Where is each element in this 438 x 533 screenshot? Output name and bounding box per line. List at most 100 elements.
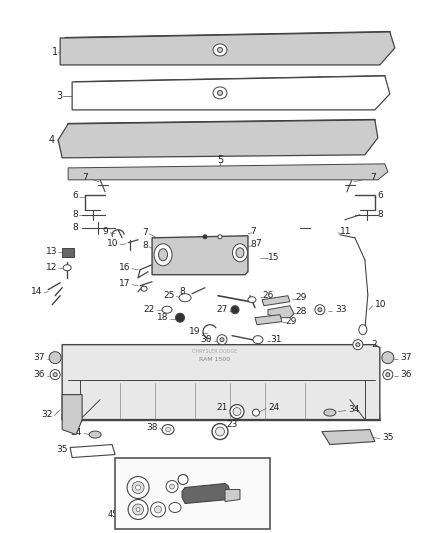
- Ellipse shape: [141, 286, 147, 291]
- Text: 24: 24: [268, 403, 279, 412]
- Text: 6: 6: [378, 191, 384, 200]
- Polygon shape: [182, 483, 230, 504]
- Polygon shape: [62, 345, 380, 419]
- Polygon shape: [268, 306, 294, 318]
- Ellipse shape: [203, 235, 207, 239]
- Ellipse shape: [356, 343, 360, 346]
- Ellipse shape: [231, 306, 239, 314]
- Ellipse shape: [89, 431, 101, 438]
- Ellipse shape: [252, 409, 259, 416]
- Text: 20: 20: [117, 473, 128, 482]
- Ellipse shape: [324, 409, 336, 416]
- Text: CHRYSLER DODGE: CHRYSLER DODGE: [192, 349, 238, 354]
- Ellipse shape: [215, 427, 225, 436]
- Ellipse shape: [213, 44, 227, 56]
- Text: 45: 45: [108, 510, 118, 519]
- Polygon shape: [152, 236, 248, 274]
- Ellipse shape: [248, 297, 256, 303]
- Ellipse shape: [162, 306, 172, 313]
- Ellipse shape: [151, 502, 166, 517]
- Polygon shape: [60, 32, 395, 65]
- Text: 8: 8: [250, 240, 256, 249]
- Text: 31: 31: [270, 335, 282, 344]
- Ellipse shape: [359, 325, 367, 335]
- Bar: [115, 457, 270, 529]
- Ellipse shape: [132, 481, 144, 494]
- Ellipse shape: [213, 87, 227, 99]
- Ellipse shape: [382, 352, 394, 364]
- Text: 41: 41: [230, 504, 240, 513]
- Ellipse shape: [170, 484, 175, 489]
- Text: 7: 7: [255, 239, 261, 248]
- Text: 35: 35: [382, 433, 393, 442]
- Ellipse shape: [217, 335, 227, 345]
- Text: 7: 7: [142, 228, 148, 237]
- Ellipse shape: [230, 405, 244, 418]
- Polygon shape: [72, 76, 390, 110]
- Text: 26: 26: [262, 291, 273, 300]
- Text: 8: 8: [72, 223, 78, 232]
- Text: 35: 35: [57, 445, 68, 454]
- Ellipse shape: [49, 352, 61, 364]
- Polygon shape: [255, 314, 282, 325]
- Polygon shape: [322, 430, 375, 445]
- Ellipse shape: [236, 248, 244, 258]
- Text: 37: 37: [400, 353, 411, 362]
- Text: 33: 33: [335, 305, 346, 314]
- Ellipse shape: [178, 474, 188, 484]
- Ellipse shape: [218, 91, 223, 95]
- Text: 10: 10: [106, 239, 118, 248]
- Ellipse shape: [154, 244, 172, 266]
- Text: 2: 2: [372, 340, 378, 349]
- Ellipse shape: [218, 235, 222, 239]
- Text: 7: 7: [250, 227, 256, 236]
- Polygon shape: [58, 120, 378, 158]
- Text: 3: 3: [56, 91, 62, 101]
- Text: 8: 8: [142, 241, 148, 251]
- Text: 34: 34: [71, 428, 82, 437]
- Text: 36: 36: [400, 370, 411, 379]
- Text: 14: 14: [31, 287, 42, 296]
- Ellipse shape: [176, 313, 184, 322]
- Text: 37: 37: [34, 353, 45, 362]
- Ellipse shape: [218, 47, 223, 52]
- Text: 21: 21: [217, 403, 228, 412]
- Ellipse shape: [128, 499, 148, 520]
- Text: 23: 23: [226, 420, 237, 429]
- Text: 12: 12: [46, 263, 57, 272]
- Ellipse shape: [386, 373, 390, 377]
- Polygon shape: [262, 296, 290, 306]
- Ellipse shape: [383, 369, 393, 379]
- Text: 1: 1: [52, 47, 58, 57]
- Text: 7: 7: [370, 173, 376, 182]
- Ellipse shape: [53, 373, 57, 377]
- Text: 18: 18: [156, 313, 168, 322]
- Ellipse shape: [220, 338, 224, 342]
- Ellipse shape: [166, 427, 170, 432]
- Text: 44: 44: [150, 521, 160, 530]
- Polygon shape: [62, 394, 82, 434]
- Text: RAM 1500: RAM 1500: [199, 357, 230, 362]
- Ellipse shape: [166, 481, 178, 492]
- Ellipse shape: [233, 244, 247, 262]
- Text: 6: 6: [72, 191, 78, 200]
- Text: 32: 32: [41, 410, 52, 419]
- Text: 8: 8: [72, 211, 78, 219]
- Ellipse shape: [233, 408, 241, 416]
- Text: 9: 9: [102, 227, 108, 236]
- Polygon shape: [225, 489, 240, 502]
- Text: 40: 40: [168, 520, 178, 529]
- Text: 29: 29: [295, 293, 306, 302]
- Text: 22: 22: [144, 305, 155, 314]
- Ellipse shape: [155, 506, 162, 513]
- Text: 27: 27: [217, 305, 228, 314]
- Ellipse shape: [318, 308, 322, 312]
- Ellipse shape: [159, 249, 168, 261]
- Text: 29: 29: [285, 317, 297, 326]
- Text: 5: 5: [217, 155, 223, 165]
- Text: 25: 25: [164, 291, 175, 300]
- Ellipse shape: [179, 294, 191, 302]
- Text: 16: 16: [119, 263, 130, 272]
- Ellipse shape: [315, 305, 325, 314]
- Text: 28: 28: [295, 307, 306, 316]
